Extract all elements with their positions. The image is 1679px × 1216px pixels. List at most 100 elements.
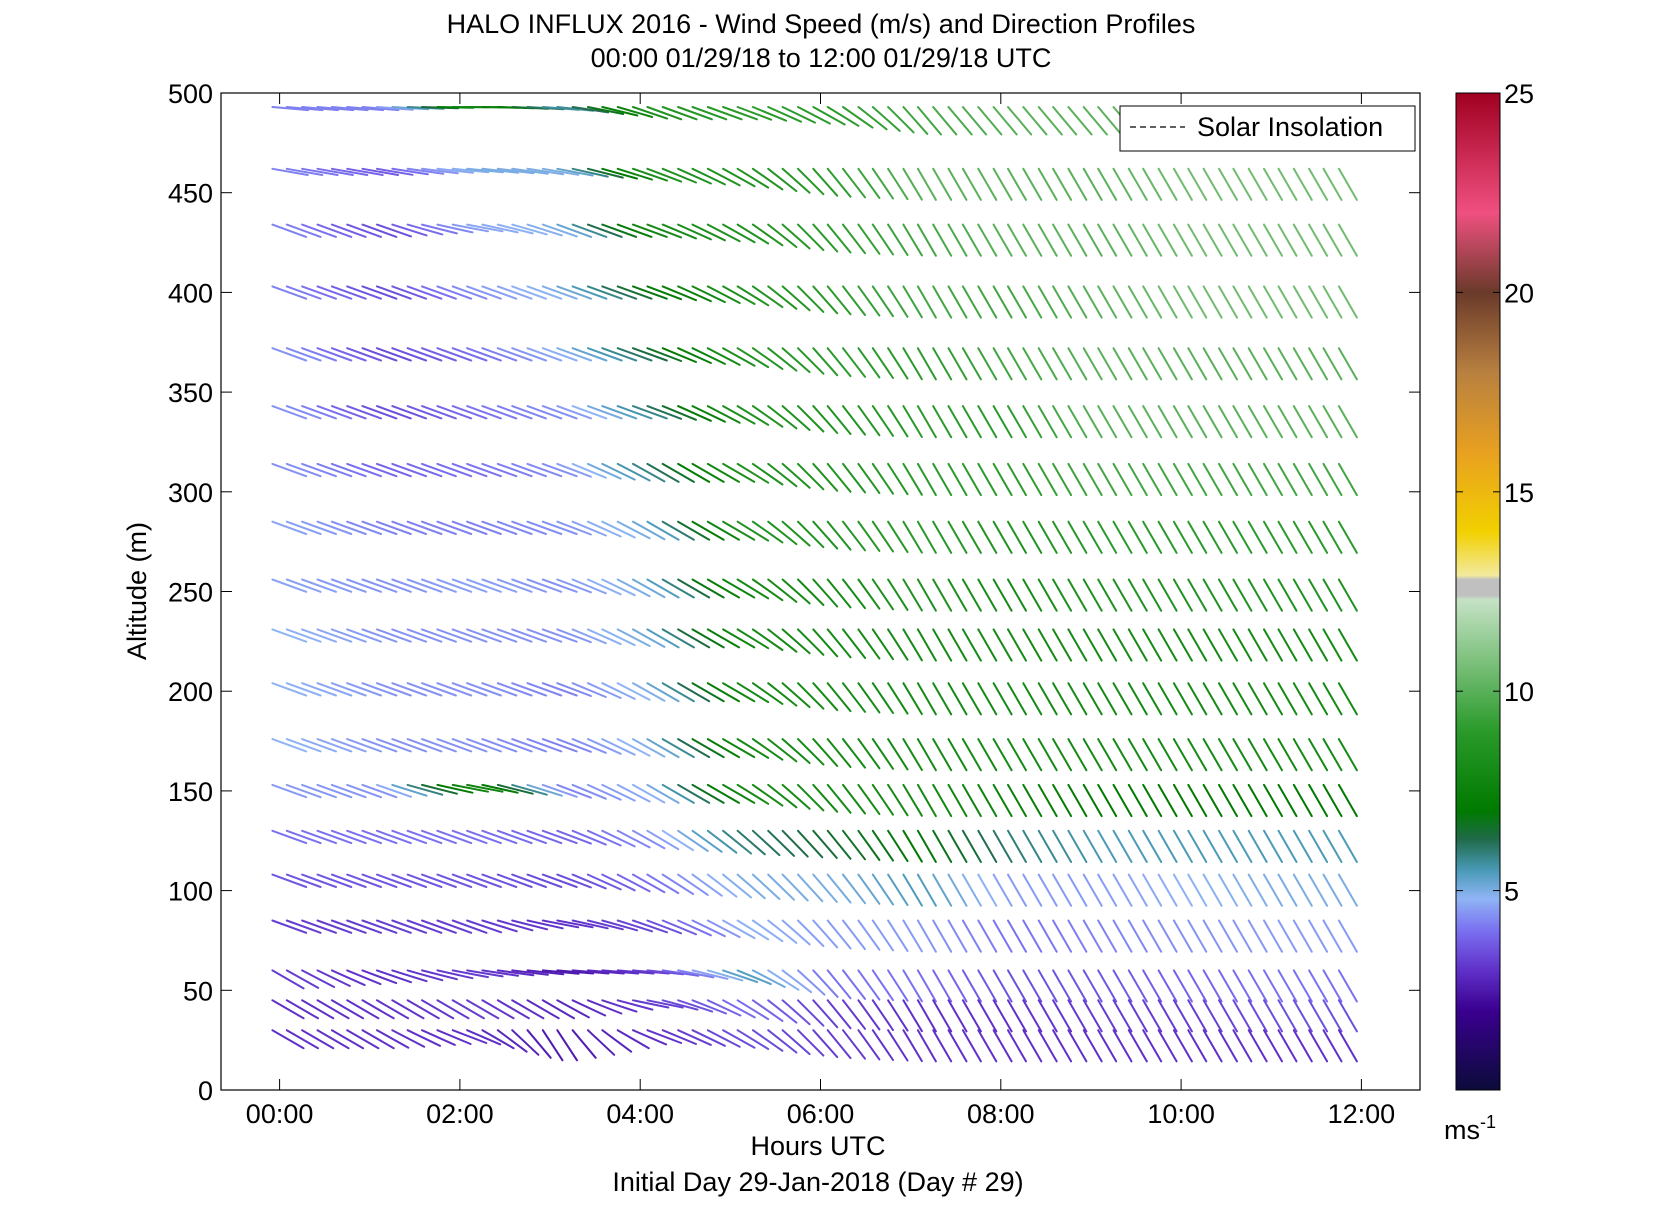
wind-vector <box>601 405 638 420</box>
wind-vector <box>797 628 825 656</box>
wind-vector <box>1142 405 1163 439</box>
wind-vector <box>406 1029 441 1047</box>
wind-vector <box>1187 1029 1208 1063</box>
wind-vector <box>271 969 305 990</box>
wind-vector <box>466 285 502 300</box>
wind-vector <box>857 167 881 199</box>
wind-vector <box>1308 873 1329 907</box>
wind-vector <box>977 919 998 953</box>
wind-vector <box>1292 578 1313 612</box>
colorbar-tick-label: 5 <box>1504 877 1519 907</box>
wind-vector <box>706 405 741 424</box>
wind-vector <box>391 223 428 237</box>
wind-vector <box>902 520 923 554</box>
wind-vector <box>301 873 337 888</box>
wind-vector <box>1052 829 1073 863</box>
wind-vector <box>285 738 322 753</box>
colorbar-unit: ms-1 <box>1444 1112 1496 1145</box>
wind-vector <box>616 919 653 933</box>
x-tick-label: 06:00 <box>787 1099 855 1129</box>
wind-vector <box>481 919 518 933</box>
wind-vector <box>1022 223 1043 257</box>
wind-vector <box>736 919 770 941</box>
wind-vector <box>421 873 457 888</box>
wind-vector <box>436 873 473 888</box>
wind-vector <box>826 829 852 860</box>
wind-vector <box>391 106 430 111</box>
wind-vector <box>376 347 412 362</box>
wind-vector <box>887 285 909 318</box>
wind-vector <box>767 578 798 603</box>
wind-vector <box>736 462 770 484</box>
wind-vector <box>916 167 937 201</box>
wind-vector <box>376 783 412 798</box>
wind-vector <box>436 783 474 794</box>
wind-vector <box>376 462 412 478</box>
wind-vector <box>916 829 937 863</box>
wind-vector <box>526 462 563 478</box>
wind-vector <box>330 999 365 1020</box>
wind-vector <box>301 347 337 362</box>
wind-vector <box>646 462 680 483</box>
wind-vector <box>601 1029 633 1053</box>
wind-vector <box>1052 1029 1073 1063</box>
wind-vector <box>1322 829 1343 863</box>
wind-vector <box>842 285 866 316</box>
wind-vector <box>781 999 811 1026</box>
wind-vector <box>677 999 714 1013</box>
wind-vector <box>691 223 726 242</box>
wind-vector <box>992 999 1013 1033</box>
wind-vector <box>1202 873 1223 907</box>
wind-vector <box>391 462 428 478</box>
colorbar-tick-label: 10 <box>1504 677 1534 707</box>
wind-vector <box>316 628 353 643</box>
wind-vector <box>316 285 353 300</box>
wind-vector <box>571 347 608 362</box>
wind-vector <box>330 405 367 420</box>
wind-vector <box>797 405 825 433</box>
wind-vector <box>526 285 563 300</box>
wind-vector <box>751 969 786 988</box>
wind-vector <box>1292 462 1313 497</box>
wind-vector <box>466 223 504 233</box>
colorbar-scale <box>1455 92 1501 1091</box>
wind-vector <box>1157 462 1178 497</box>
wind-vector <box>511 578 547 593</box>
wind-vector <box>632 682 666 702</box>
wind-vector <box>812 347 839 377</box>
wind-vector <box>842 919 866 951</box>
wind-vector <box>496 1029 528 1053</box>
y-axis-ticks: 0 50 100 150 200 250 300 350 400 450 500 <box>168 79 1420 1106</box>
wind-vector <box>977 628 998 662</box>
wind-vector <box>511 628 547 643</box>
wind-vector <box>1097 919 1118 953</box>
wind-vector <box>871 106 901 132</box>
wind-vector <box>601 682 636 700</box>
wind-vector <box>271 520 308 535</box>
wind-vector <box>691 829 723 853</box>
wind-vector <box>842 969 866 1000</box>
wind-vector <box>1218 873 1238 907</box>
wind-vector <box>947 106 973 136</box>
wind-vector <box>887 783 909 817</box>
wind-vector <box>406 738 443 753</box>
wind-vector <box>767 783 798 809</box>
wind-vector <box>632 919 668 934</box>
wind-vector <box>1007 106 1033 136</box>
wind-vector <box>677 347 712 364</box>
wind-vector <box>1263 919 1283 953</box>
wind-vector <box>1082 347 1103 381</box>
wind-vector <box>1067 873 1088 907</box>
wind-vector <box>1187 520 1208 554</box>
wind-vector <box>646 628 680 649</box>
wind-vector <box>691 347 726 365</box>
wind-vector <box>781 223 811 250</box>
wind-vector <box>271 405 308 420</box>
wind-vector <box>871 167 894 200</box>
wind-vector <box>1007 167 1027 201</box>
wind-vector <box>496 628 533 643</box>
wind-vector <box>1308 829 1329 863</box>
wind-vector <box>571 873 607 890</box>
wind-vector <box>857 738 881 770</box>
wind-vector <box>857 405 881 437</box>
